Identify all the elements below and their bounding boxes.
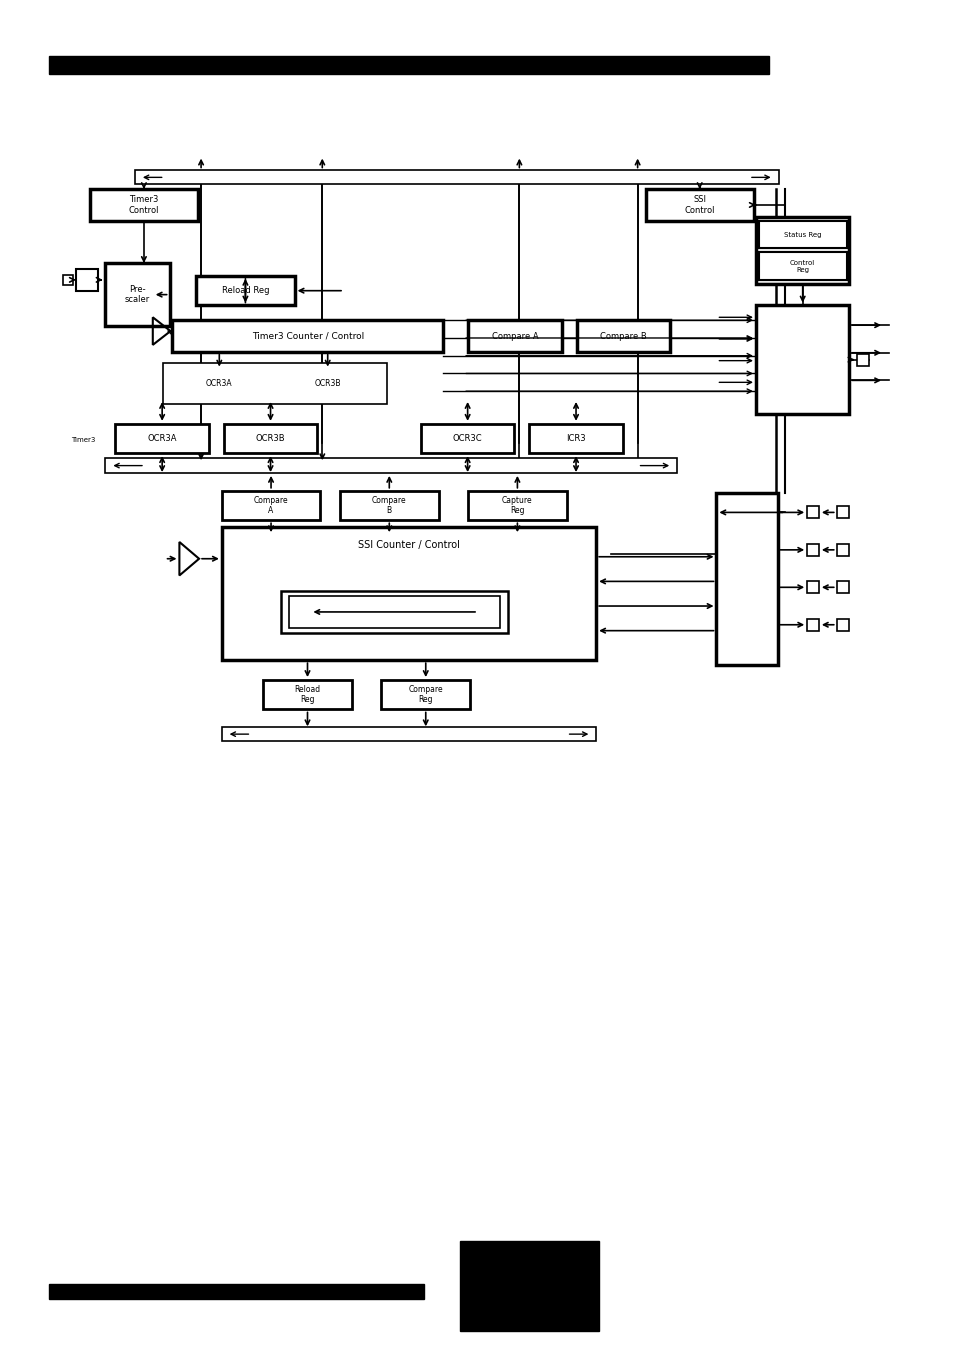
Text: OCR3C: OCR3C — [453, 434, 482, 443]
Bar — [758, 220, 845, 249]
Bar — [221, 490, 320, 520]
Text: Reload
Reg: Reload Reg — [294, 685, 320, 704]
Bar — [836, 581, 847, 593]
Bar — [221, 727, 596, 742]
Bar — [172, 320, 443, 351]
Text: OCR3B: OCR3B — [255, 434, 285, 443]
Text: Compare
Reg: Compare Reg — [408, 685, 442, 704]
Bar — [420, 424, 514, 454]
Bar — [50, 57, 768, 74]
Bar — [162, 362, 387, 404]
Bar — [263, 680, 352, 709]
Bar — [224, 424, 317, 454]
Bar — [106, 263, 170, 326]
Bar — [836, 544, 847, 555]
Text: OCR3A: OCR3A — [148, 434, 176, 443]
Bar — [339, 490, 438, 520]
Text: Compare
B: Compare B — [372, 496, 406, 515]
Text: OCR3B: OCR3B — [314, 378, 340, 388]
Bar — [280, 592, 507, 632]
Bar — [50, 1283, 423, 1298]
Bar — [576, 320, 669, 351]
Text: SSI Counter / Control: SSI Counter / Control — [357, 540, 459, 550]
Text: Timer3: Timer3 — [71, 438, 95, 443]
Bar — [806, 507, 818, 519]
Text: Timer3 Counter / Control: Timer3 Counter / Control — [252, 331, 364, 340]
Text: ®: ® — [564, 1296, 572, 1302]
Text: Compare
A: Compare A — [253, 496, 288, 515]
Bar — [289, 596, 499, 628]
Bar — [106, 458, 677, 473]
Text: Control
Reg: Control Reg — [789, 259, 815, 273]
Bar — [806, 619, 818, 631]
Text: ATMEL: ATMEL — [496, 1277, 562, 1296]
Bar — [63, 274, 72, 285]
Bar — [857, 354, 868, 366]
Bar — [716, 493, 777, 665]
Bar — [221, 527, 596, 661]
Text: Compare A: Compare A — [491, 331, 537, 340]
Bar — [280, 370, 375, 397]
Text: Timer3
Control: Timer3 Control — [129, 196, 159, 215]
Bar — [758, 253, 845, 280]
Bar — [90, 189, 198, 220]
Bar — [468, 490, 566, 520]
Text: OCR3A: OCR3A — [206, 378, 233, 388]
Bar — [172, 370, 266, 397]
Text: Status Reg: Status Reg — [783, 231, 821, 238]
Bar — [76, 269, 97, 290]
Text: Reload Reg: Reload Reg — [221, 286, 269, 295]
Text: ICR3: ICR3 — [566, 434, 585, 443]
Bar — [135, 170, 778, 184]
Bar — [836, 619, 847, 631]
Text: Capture
Reg: Capture Reg — [501, 496, 532, 515]
Bar — [468, 320, 561, 351]
Bar — [806, 581, 818, 593]
Text: Compare B: Compare B — [599, 331, 646, 340]
Bar — [381, 680, 470, 709]
Bar — [115, 424, 209, 454]
Bar — [645, 189, 753, 220]
Bar — [755, 305, 848, 413]
Bar — [755, 216, 848, 284]
Text: Pre-
scaler: Pre- scaler — [125, 285, 150, 304]
Bar — [529, 424, 622, 454]
Bar — [196, 276, 294, 305]
Text: SSI
Control: SSI Control — [683, 196, 714, 215]
Bar — [836, 507, 847, 519]
Bar — [806, 544, 818, 555]
